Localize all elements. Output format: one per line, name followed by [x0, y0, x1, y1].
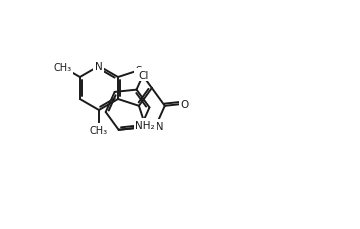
Text: CH₃: CH₃: [90, 125, 108, 135]
Text: N: N: [95, 62, 103, 72]
Text: O: O: [180, 99, 189, 109]
Text: HN: HN: [148, 121, 163, 131]
Text: S: S: [136, 66, 142, 76]
Text: Cl: Cl: [138, 70, 148, 80]
Text: NH₂: NH₂: [135, 120, 155, 130]
Text: CH₃: CH₃: [54, 63, 72, 73]
